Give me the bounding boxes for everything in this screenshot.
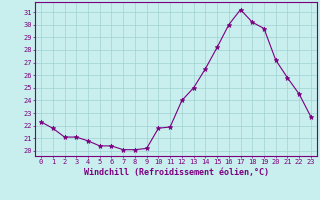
X-axis label: Windchill (Refroidissement éolien,°C): Windchill (Refroidissement éolien,°C) xyxy=(84,168,268,177)
